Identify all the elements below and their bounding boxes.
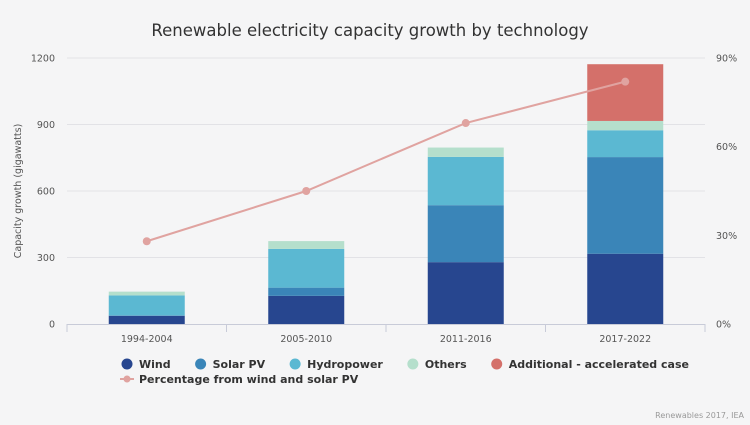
- y-tick-label: 0: [49, 320, 55, 331]
- legend-label: Additional - accelerated case: [509, 358, 689, 371]
- legend-label: Others: [425, 358, 467, 371]
- bar-others-2017-2022: [587, 120, 664, 131]
- chart-title: Renewable electricity capacity growth by…: [151, 21, 588, 40]
- percentage-point-1994-2004: [142, 237, 151, 246]
- y-axis-label: Capacity growth (gigawatts): [13, 124, 24, 259]
- y2-tick-label: 60%: [716, 142, 737, 153]
- bar-solar-pv-2017-2022: [587, 157, 664, 254]
- bar-wind-2005-2010: [268, 295, 345, 324]
- percentage-point-2005-2010: [302, 187, 311, 195]
- bar-additional-accelerated-case-2017-2022: [587, 64, 664, 121]
- bar-wind-2011-2016: [427, 262, 504, 324]
- y2-tick-label: 90%: [716, 54, 737, 65]
- legend-marker-wind: [121, 358, 133, 370]
- percentage-point-2011-2016: [461, 119, 470, 128]
- legend-marker-hydropower: [289, 358, 301, 370]
- bar-others-1994-2004: [108, 291, 185, 296]
- y-tick-label: 300: [37, 253, 55, 264]
- x-tick-label: 2005-2010: [280, 334, 332, 345]
- bar-hydropower-2017-2022: [587, 130, 664, 158]
- legend-marker-additional-accelerated-case: [491, 358, 503, 370]
- legend-marker-others: [407, 358, 419, 370]
- legend-label: Wind: [139, 358, 171, 371]
- bar-hydropower-2005-2010: [268, 248, 345, 288]
- bar-wind-1994-2004: [108, 315, 185, 324]
- legend-label: Hydropower: [307, 358, 383, 371]
- bar-others-2005-2010: [268, 241, 345, 249]
- percentage-line: [146, 80, 626, 243]
- legend-line-dot: [123, 375, 131, 383]
- percentage-point-2017-2022: [621, 77, 630, 86]
- bar-others-2011-2016: [427, 147, 504, 157]
- y-tick-label: 900: [37, 120, 55, 131]
- bar-wind-2017-2022: [587, 253, 664, 324]
- legend-marker-solar-pv: [195, 358, 207, 370]
- x-tick-label: 2011-2016: [440, 334, 492, 345]
- x-tick-label: 2017-2022: [599, 334, 651, 345]
- y-tick-label: 1200: [31, 54, 55, 65]
- x-tick-label: 1994-2004: [121, 334, 173, 345]
- legend-label: Solar PV: [213, 358, 266, 371]
- y-tick-label: 600: [37, 187, 55, 198]
- y2-tick-label: 0%: [716, 320, 731, 331]
- bar-hydropower-2011-2016: [427, 156, 504, 206]
- bar-solar-pv-2011-2016: [427, 205, 504, 263]
- bar-hydropower-1994-2004: [108, 295, 185, 316]
- source-note: Renewables 2017, IEA: [655, 411, 744, 420]
- bar-solar-pv-2005-2010: [268, 287, 345, 296]
- y2-tick-label: 30%: [716, 231, 737, 242]
- legend-label: Percentage from wind and solar PV: [139, 373, 359, 386]
